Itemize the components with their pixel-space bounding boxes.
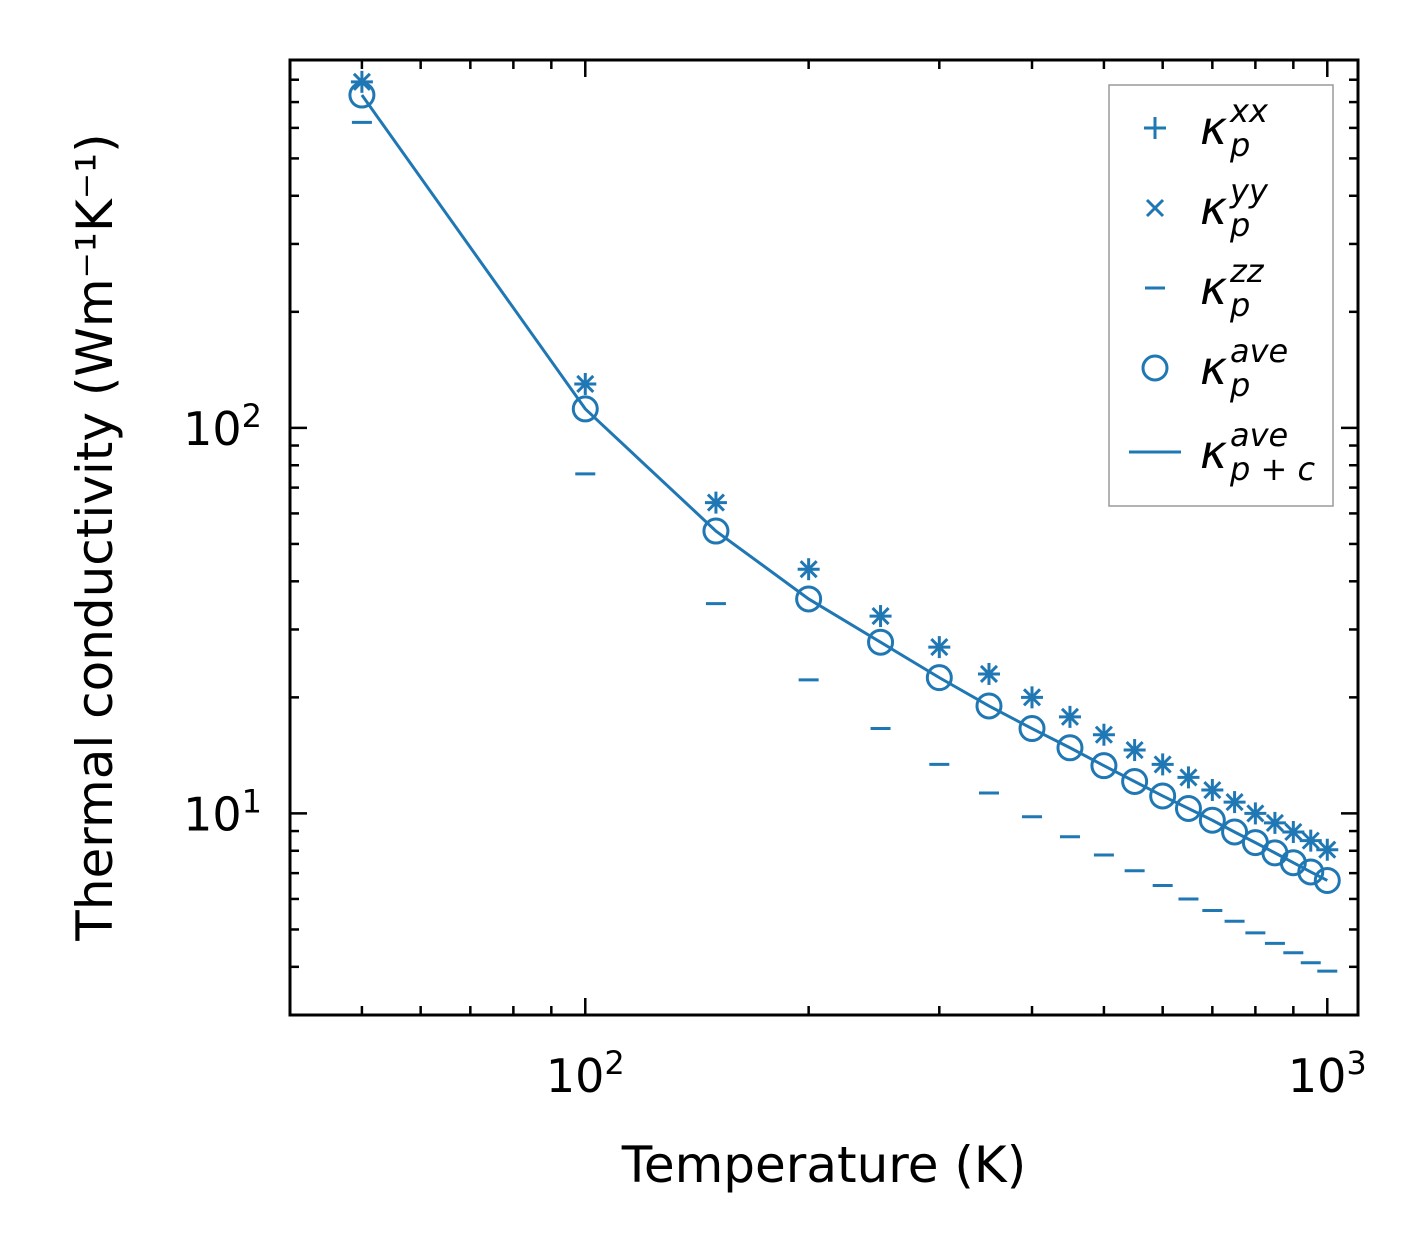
data-point: [1179, 768, 1198, 787]
data-point: [799, 560, 818, 579]
data-point: [1060, 707, 1080, 726]
tick-labels: 102 103 101 102: [183, 397, 1367, 1103]
data-point: [571, 395, 599, 423]
y-axis-label: Thermal conductivity (Wm⁻¹K⁻¹): [66, 133, 124, 941]
data-point: [1225, 793, 1244, 812]
data-point: [1203, 780, 1222, 800]
data-point: [1056, 734, 1084, 762]
data-point: [1297, 858, 1325, 886]
legend-marker: [1141, 354, 1169, 382]
plot-area: [348, 70, 1341, 973]
legend-label: κzz p: [1200, 252, 1265, 324]
series-kappa_p_plus_c_ave: [360, 94, 1328, 882]
data-point: [1022, 688, 1042, 707]
data-point: [348, 81, 376, 109]
data-point: [1090, 752, 1118, 780]
data-line: [360, 94, 1328, 882]
data-point: [1318, 840, 1337, 859]
data-point: [1121, 767, 1149, 795]
legend-marker: [1145, 198, 1165, 218]
data-point: [1246, 804, 1265, 823]
legend-label: κave p: [1200, 332, 1288, 404]
plot-frame: [288, 58, 1360, 1017]
data-point: [1198, 806, 1226, 834]
data-point: [871, 607, 890, 626]
data-point: [1125, 740, 1144, 760]
legend: κxx p κyy p κzz p κave p κave p + c: [1108, 84, 1334, 507]
x-tick-label: 102: [546, 1044, 625, 1103]
data-point: [1313, 866, 1341, 894]
data-point: [795, 585, 823, 613]
legend-label: κxx p: [1200, 92, 1269, 164]
series-kappa_p_zz: [351, 120, 1338, 973]
data-point: [1174, 794, 1202, 822]
data-point: [1265, 813, 1284, 832]
data-point: [1018, 715, 1046, 743]
data-point: [930, 638, 949, 657]
data-point: [1301, 831, 1320, 850]
data-point: [576, 374, 595, 394]
data-point: [925, 664, 953, 692]
data-point: [1153, 755, 1172, 774]
y-tick-label: 101: [183, 782, 262, 841]
data-point: [975, 692, 1003, 720]
x-tick-label: 103: [1288, 1044, 1367, 1103]
data-point: [706, 493, 725, 512]
data-point: [979, 664, 999, 684]
legend-label: κave p + c: [1200, 416, 1315, 488]
legend-frame: [1108, 84, 1334, 507]
series-kappa_p_ave: [348, 81, 1341, 894]
x-axis-label: Temperature (K): [621, 1136, 1026, 1194]
data-point: [867, 628, 895, 656]
data-point: [1284, 822, 1303, 842]
series-kappa_p_yy: [352, 72, 1337, 859]
data-point: [1094, 725, 1113, 744]
y-tick-label: 102: [183, 397, 262, 456]
data-point: [1149, 782, 1177, 810]
legend-label: κyy p: [1200, 172, 1269, 244]
data-point: [702, 517, 730, 545]
data-point: [1221, 818, 1249, 846]
